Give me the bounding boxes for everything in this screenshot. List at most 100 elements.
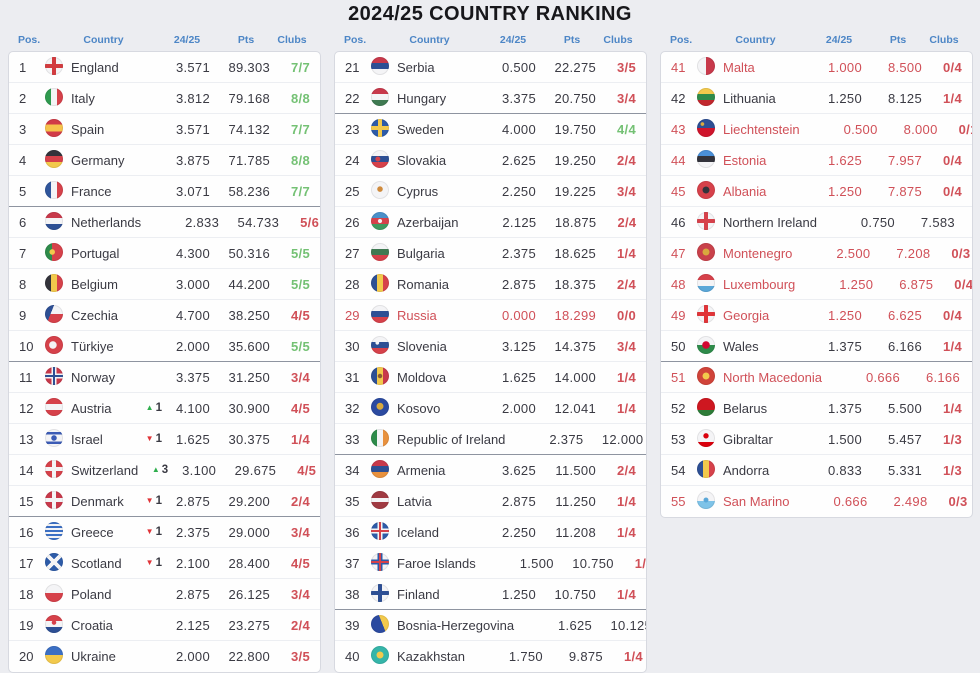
country-name: France: [71, 183, 112, 199]
season-value: 3.571: [175, 59, 210, 75]
table-row: 41 Malta 1.000 8.500 0/4: [661, 52, 972, 83]
pos-cell: 4: [19, 152, 27, 168]
points-value: 9.875: [568, 649, 603, 664]
table-row: 22 Hungary 3.375 20.750 3/4: [335, 83, 646, 114]
table-row: 31 Moldova 1.625 14.000 1/4: [335, 362, 646, 393]
table-row: 15 Denmark ▼ 1 2.875 29.200 2/4: [9, 486, 320, 517]
flag-icon-belgium: [45, 273, 63, 292]
flag-icon-denmark: [45, 490, 63, 509]
season-value: 1.625: [501, 369, 536, 385]
flag-cell: [697, 366, 721, 388]
clubs-value: 2/4: [617, 214, 637, 230]
flag-cell: [371, 397, 395, 419]
season-value: 3.375: [501, 90, 536, 106]
season-value: 3.812: [175, 90, 210, 106]
header-clubs: Clubs: [929, 34, 959, 46]
pos-cell: 13: [19, 431, 34, 447]
country-name: Ukraine: [71, 649, 116, 664]
flag-icon-france: [45, 180, 63, 199]
flag-icon-netherlands: [45, 211, 63, 230]
flag-icon-malta: [697, 56, 715, 75]
season-value: 1.625: [827, 152, 862, 168]
header-pts: Pts: [563, 34, 581, 46]
clubs-value: 0/3: [951, 245, 971, 261]
clubs-value: 1/4: [634, 555, 647, 571]
flag-icon-slovakia: [371, 149, 389, 168]
table-row: 6 Netherlands 2.833 54.733 5/6: [9, 207, 320, 238]
clubs-value: 5/5: [291, 276, 310, 292]
clubs-value: 7/7: [291, 59, 310, 75]
points-value: 6.166: [887, 338, 922, 354]
flag-cell: [371, 242, 395, 264]
clubs-value: 3/5: [617, 59, 636, 75]
points-value: 18.625: [554, 245, 596, 261]
pos-cell: 7: [19, 245, 27, 261]
flag-icon-hungary: [371, 87, 389, 106]
header-pos: Pos.: [344, 34, 367, 46]
pos-cell: 10: [19, 338, 34, 354]
table-row: 32 Kosovo 2.000 12.041 1/4: [335, 393, 646, 424]
flag-icon-bulgaria: [371, 242, 389, 261]
clubs-value: 1/4: [943, 338, 962, 354]
header-country: Country: [83, 34, 124, 46]
header-country: Country: [735, 34, 776, 46]
clubs-value: 1/4: [623, 649, 643, 664]
pos-cell: 20: [19, 649, 34, 664]
pos-cell: 43: [671, 121, 686, 137]
table-row: 28 Romania 2.875 18.375 2/4: [335, 269, 646, 300]
clubs-value: 4/5: [291, 555, 310, 571]
flag-cell: [371, 335, 395, 357]
pos-cell: 53: [671, 431, 686, 447]
flag-icon-romania: [371, 273, 389, 292]
season-value: 1.500: [519, 555, 554, 571]
flag-cell: [371, 211, 395, 233]
pos-cell: 47: [671, 245, 686, 261]
points-value: 18.875: [554, 214, 597, 230]
table-row: 49 Georgia 1.250 6.625 0/4: [661, 300, 972, 331]
pos-cell: 37: [345, 555, 360, 571]
table-row: 52 Belarus 1.375 5.500 1/4: [661, 393, 972, 424]
pos-cell: 51: [671, 369, 686, 385]
flag-icon-slovenia: [371, 335, 389, 354]
clubs-value: 1/4: [617, 245, 636, 261]
points-value: 79.168: [228, 90, 270, 106]
flag-icon-czechia: [45, 304, 63, 323]
ranking-board-2: Pos. Country 24/25 Pts Clubs 21 Serbia 0.500 22.…: [334, 27, 647, 673]
table-row: 51 North Macedonia 0.666 6.1660/3: [661, 362, 972, 393]
points-value: 35.600: [228, 338, 270, 354]
country-name: Scotland: [71, 555, 122, 571]
points-value: 6.166: [925, 369, 960, 385]
pos-cell: 38: [345, 586, 360, 602]
header-season: 24/25: [499, 34, 527, 46]
points-value: 71.785: [228, 152, 270, 168]
movement-indicator: ▲ 1: [132, 402, 162, 414]
clubs-value: 3/5: [291, 649, 310, 664]
season-value: 1.250: [827, 183, 862, 199]
country-name: Liechtenstein: [723, 121, 800, 137]
flag-cell: [697, 273, 721, 295]
pos-cell: 39: [345, 617, 360, 633]
clubs-value: 1/4: [617, 586, 636, 602]
table-row: 54 Andorra 0.833 5.331 1/3: [661, 455, 972, 486]
flag-cell: [697, 428, 721, 450]
flag-cell: [697, 149, 721, 171]
clubs-value: 1/4: [617, 400, 636, 416]
pos-cell: 16: [19, 524, 34, 540]
table-row: 29 Russia 0.000 18.299 0/0: [335, 300, 646, 331]
season-value: 2.875: [501, 276, 536, 292]
rank-up-icon: ▲: [145, 403, 154, 412]
movement-indicator: ▼ 1: [132, 557, 162, 569]
flag-cell: [371, 490, 395, 512]
country-name: Gibraltar: [723, 431, 773, 447]
season-value: 3.625: [501, 462, 536, 478]
points-value: 30.900: [228, 400, 270, 416]
clubs-value: 7/7: [291, 183, 310, 199]
clubs-value: 0/4: [954, 276, 973, 292]
points-value: 31.250: [228, 369, 270, 385]
clubs-value: 4/4: [617, 121, 636, 137]
country-name: Luxembourg: [723, 276, 796, 292]
flag-icon-turkiye: [45, 335, 63, 354]
flag-cell: [371, 118, 395, 140]
pos-cell: 30: [345, 338, 360, 354]
country-name: Kazakhstan: [397, 649, 465, 664]
